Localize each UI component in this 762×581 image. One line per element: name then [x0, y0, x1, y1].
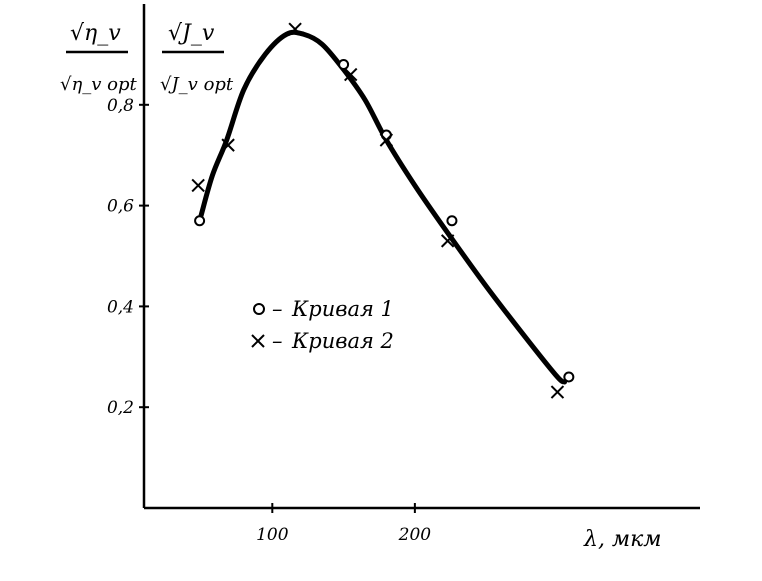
legend: – Кривая 1 – Кривая 2 — [251, 297, 394, 353]
cross-stroke-b — [191, 178, 205, 193]
y-tick-label-3: 0,8 — [107, 96, 134, 116]
y-title-right-numerator: √J_v — [168, 21, 215, 46]
cross-stroke-b — [221, 138, 235, 152]
series-2-point-3 — [344, 67, 358, 82]
cross-stroke-b — [550, 385, 565, 399]
series-2-point-4 — [379, 133, 394, 147]
y-title-left-numerator: √η_v — [70, 21, 121, 46]
series-2-point-6 — [550, 385, 565, 399]
y-tick-label-1: 0,4 — [107, 297, 134, 317]
y-axis-title-right: √J_v √J_v opt — [160, 21, 234, 95]
series-1-point-4 — [563, 371, 575, 383]
y-axis-title-left: √η_v √η_v opt — [60, 21, 138, 95]
series-1-point-3 — [446, 215, 458, 227]
y-tick-label-2: 0,6 — [107, 197, 134, 217]
legend-label-2: Кривая 2 — [291, 329, 394, 353]
legend-item-1: – Кривая 1 — [253, 297, 394, 321]
x-tick-label-1: 200 — [398, 525, 432, 545]
series-2-point-5 — [440, 234, 455, 248]
x-tick-label-0: 100 — [256, 525, 289, 545]
cross-stroke-b — [344, 67, 358, 82]
legend-label-1: Кривая 1 — [291, 297, 394, 321]
legend-dash-2: – — [272, 329, 283, 353]
ticks: 0,2 0,4 0,6 0,8 100 200 — [107, 96, 431, 545]
markers — [191, 22, 575, 399]
series-1-point-1 — [338, 58, 350, 70]
y-tick-label-0: 0,2 — [107, 398, 134, 418]
legend-item-2: – Кривая 2 — [251, 329, 394, 353]
series-1-point-0 — [194, 215, 206, 227]
y-title-left-denominator: √η_v opt — [60, 74, 138, 95]
cross-stroke-b — [379, 133, 394, 147]
y-title-right-denominator: √J_v opt — [160, 74, 234, 95]
legend-circle-marker — [253, 303, 265, 315]
legend-cross-marker — [251, 334, 265, 348]
series-2-point-1 — [221, 138, 235, 152]
series-2-point-2 — [288, 22, 302, 36]
cross-stroke-b — [440, 234, 455, 248]
cross-stroke-b — [288, 22, 302, 36]
series-2-point-0 — [191, 178, 205, 193]
x-axis-title: λ, мкм — [583, 527, 662, 552]
legend-dash-1: – — [272, 297, 283, 321]
